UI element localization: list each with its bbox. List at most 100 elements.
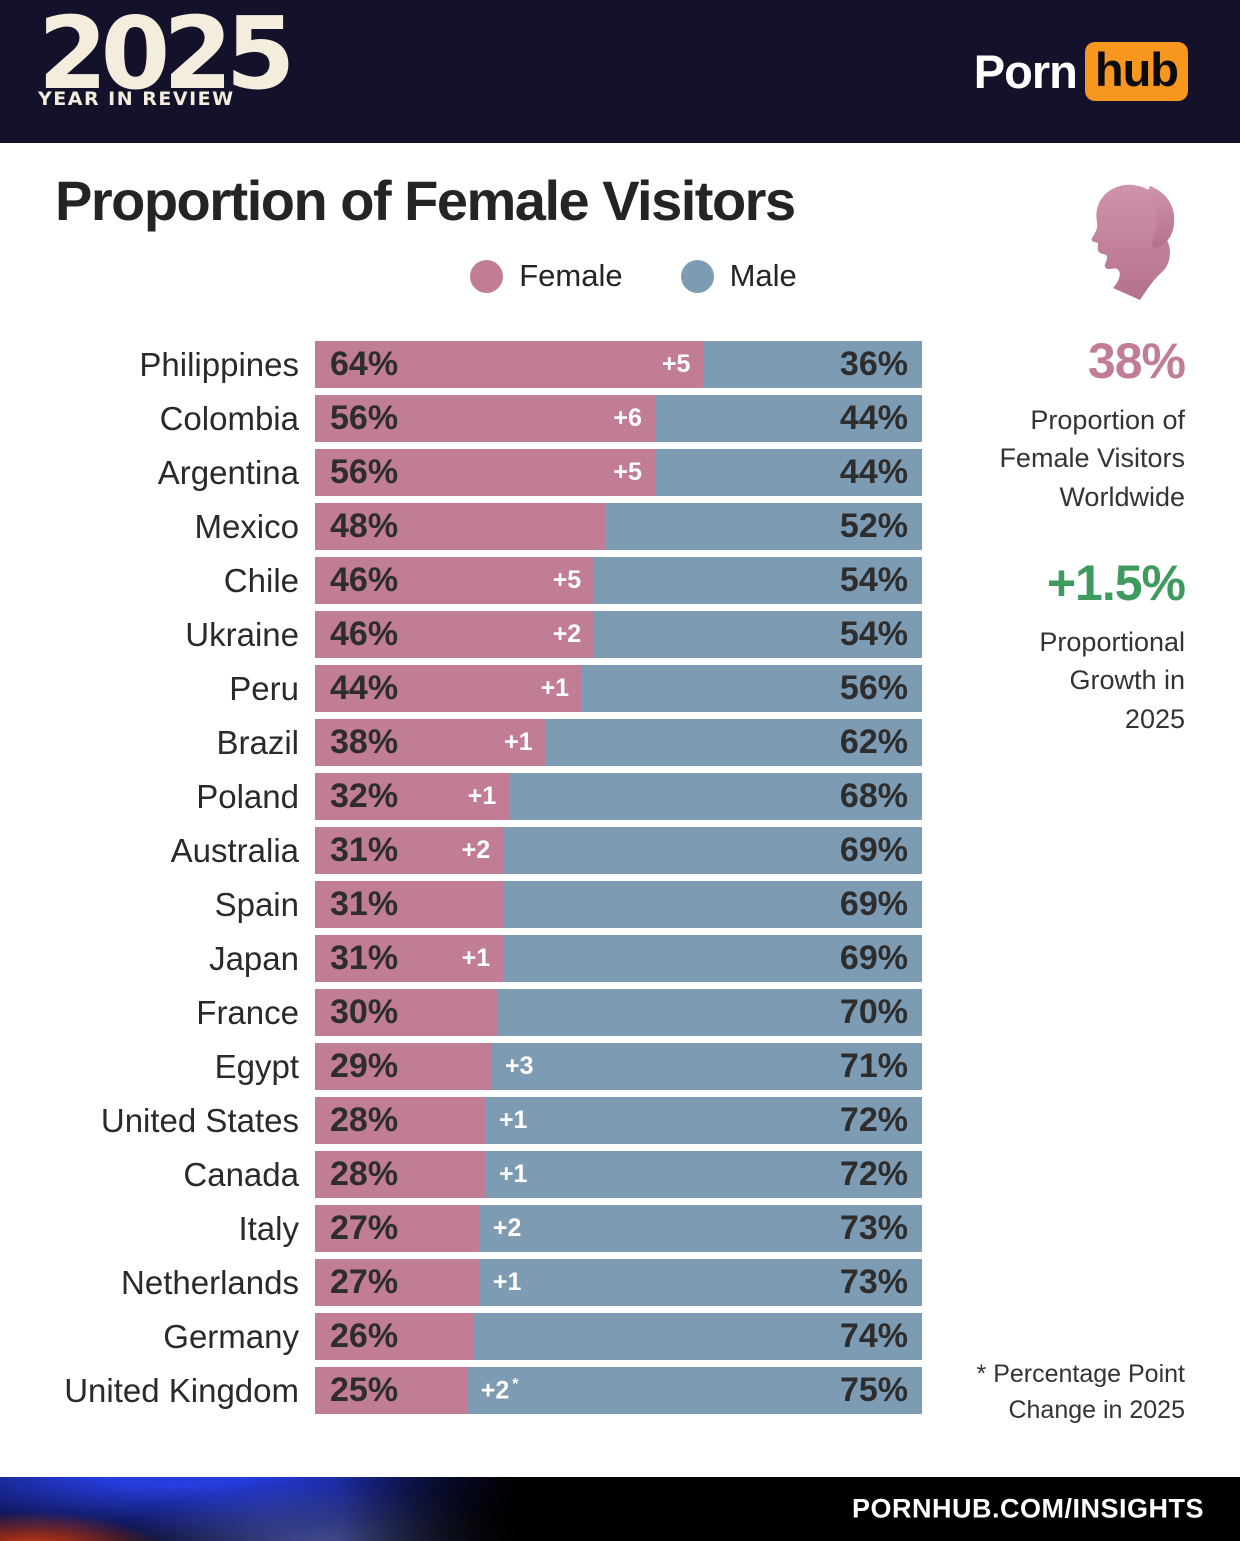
female-pct-label: 29% (330, 1047, 399, 1085)
stacked-bar: 46% +2 54% (315, 611, 922, 658)
male-pct-label: 56% (839, 669, 908, 707)
footnote-asterisk: * (512, 1375, 519, 1393)
stacked-bar: 27% +2 73% (315, 1205, 922, 1252)
female-pct-label: 25% (330, 1371, 399, 1409)
worldwide-desc-line: Worldwide (1059, 481, 1185, 512)
growth-desc-line: Growth in (1069, 665, 1185, 696)
chart-row: Philippines 64% +5 36% (0, 341, 1240, 388)
stacked-bar: 27% +1 73% (315, 1259, 922, 1306)
bar-male-segment: 44% (654, 395, 922, 442)
chart-row: Mexico 48% 52% (0, 503, 1240, 550)
country-label: Spain (214, 885, 299, 923)
asterisk-footnote: * Percentage Point Change in 2025 (885, 1356, 1185, 1429)
male-pct-label: 36% (839, 345, 908, 383)
chart-row: Ukraine 46% +2 54% (0, 611, 1240, 658)
country-label: Germany (163, 1317, 299, 1355)
bar-female-segment: 32% +1 (315, 773, 510, 820)
bar-female-segment: 31% (315, 881, 504, 928)
chart-row: Colombia 56% +6 44% (0, 395, 1240, 442)
male-pct-label: 74% (839, 1317, 908, 1355)
bar-male-segment: 52% (606, 503, 922, 550)
country-label: Australia (170, 831, 299, 869)
female-pct-label: 31% (330, 939, 399, 977)
change-badge: +1 (461, 944, 491, 972)
country-label: Poland (196, 777, 299, 815)
female-pct-label: 32% (330, 777, 399, 815)
stacked-bar: 32% +1 68% (315, 773, 922, 820)
country-label: Japan (209, 939, 299, 977)
chart-row: France 30% 70% (0, 989, 1240, 1036)
legend-item-male: Male (680, 258, 797, 294)
change-badge: +3 (505, 1052, 534, 1080)
change-badge: +1 (540, 674, 570, 702)
male-pct-label: 73% (839, 1263, 908, 1301)
male-pct-label: 68% (839, 777, 908, 815)
bar-male-segment: +1 72% (484, 1151, 922, 1198)
chart-row: Poland 32% +1 68% (0, 773, 1240, 820)
bar-male-segment: 69% (503, 881, 922, 928)
legend-item-female: Female (470, 258, 623, 294)
female-pct-label: 38% (330, 723, 399, 761)
bar-female-segment: 28% (315, 1151, 485, 1198)
bar-male-segment: 54% (594, 611, 922, 658)
bar-female-segment: 29% (315, 1043, 492, 1090)
footnote-line: * Percentage Point (976, 1360, 1185, 1388)
chart-row: Egypt 29% +3 71% (0, 1043, 1240, 1090)
male-pct-label: 44% (839, 399, 908, 437)
growth-stat-value: +1.5% (1046, 555, 1186, 611)
bar-female-segment: 27% (315, 1259, 479, 1306)
bar-female-segment: 38% +1 (315, 719, 546, 766)
bar-male-segment: 54% (594, 557, 922, 604)
chart-row: Australia 31% +2 69% (0, 827, 1240, 874)
bar-female-segment: 28% (315, 1097, 485, 1144)
stacked-bar: 26% 74% (315, 1313, 922, 1360)
page-title: Proportion of Female Visitors (55, 169, 796, 232)
stacked-bar: 31% +1 69% (315, 935, 922, 982)
country-label: Philippines (139, 345, 299, 383)
country-label: Netherlands (121, 1263, 299, 1301)
chart-row: Netherlands 27% +1 73% (0, 1259, 1240, 1306)
female-pct-label: 28% (330, 1155, 399, 1193)
bar-female-segment: 46% +2 (315, 611, 595, 658)
bar-male-segment: 36% (703, 341, 922, 388)
bar-female-segment: 64% +5 (315, 341, 704, 388)
bar-female-segment: 31% +2 (315, 827, 504, 874)
chart-row: Brazil 38% +1 62% (0, 719, 1240, 766)
bar-male-segment: +1 73% (478, 1259, 922, 1306)
male-pct-label: 75% (839, 1371, 908, 1409)
female-pct-label: 46% (330, 561, 399, 599)
change-badge: +5 (552, 566, 582, 594)
bar-female-segment: 56% +5 (315, 449, 655, 496)
stacked-bar: 44% +1 56% (315, 665, 922, 712)
header-banner: 2025 YEAR IN REVIEW Porn hub (0, 0, 1240, 143)
chart-row: Canada 28% +1 72% (0, 1151, 1240, 1198)
female-pct-label: 28% (330, 1101, 399, 1139)
country-label: United Kingdom (64, 1371, 299, 1409)
worldwide-stat-value: 38% (1087, 333, 1186, 389)
bar-female-segment: 30% (315, 989, 498, 1036)
chart-row: Italy 27% +2 73% (0, 1205, 1240, 1252)
bar-male-segment: 68% (509, 773, 922, 820)
change-badge: +1 (504, 728, 533, 756)
bar-female-segment: 26% (315, 1313, 473, 1360)
male-legend-label: Male (729, 258, 797, 293)
bar-female-segment: 31% +1 (315, 935, 504, 982)
chart-row: Germany 26% 74% (0, 1313, 1240, 1360)
footer-gradient-decoration (0, 1477, 545, 1541)
bar-male-segment: +2 73% (478, 1205, 922, 1252)
bar-female-segment: 44% +1 (315, 665, 583, 712)
growth-stat-desc: Proportional Growth in 2025 (925, 623, 1185, 738)
stacked-bar: 46% +5 54% (315, 557, 922, 604)
male-pct-label: 73% (839, 1209, 908, 1247)
female-pct-label: 48% (330, 507, 399, 545)
bar-male-segment: +2 * 75% (466, 1367, 922, 1414)
pornhub-logo: Porn hub (974, 42, 1188, 101)
chart-row: Chile 46% +5 54% (0, 557, 1240, 604)
change-badge: +2 (552, 620, 582, 648)
country-label: Chile (223, 561, 299, 599)
female-pct-label: 64% (330, 345, 399, 383)
stacked-bar: 28% +1 72% (315, 1097, 922, 1144)
chart-row: Spain 31% 69% (0, 881, 1240, 928)
stacked-bar: 29% +3 71% (315, 1043, 922, 1090)
country-label: Peru (229, 669, 299, 707)
